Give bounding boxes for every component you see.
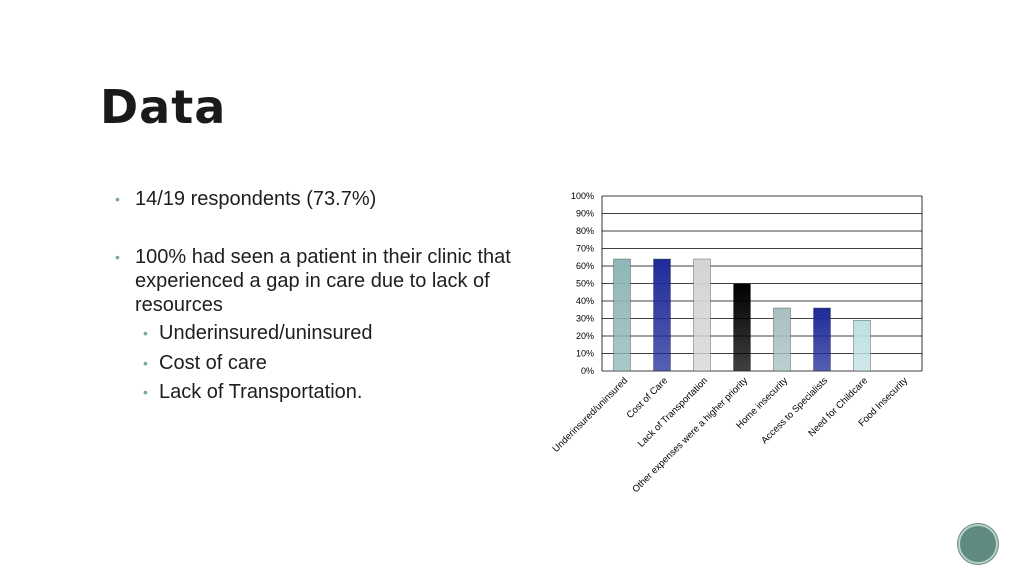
page-number-badge: [958, 524, 998, 564]
bullet-text: 14/19 respondents (73.7%): [135, 188, 377, 210]
y-tick-label: 50%: [576, 279, 594, 289]
y-tick-label: 100%: [571, 191, 594, 201]
bar: [653, 258, 671, 372]
bar: [813, 307, 831, 372]
y-tick-label: 0%: [581, 366, 594, 376]
x-tick-label: Underinsured/uninsured: [551, 375, 630, 454]
bar: [853, 320, 871, 372]
bullet-list: • 14/19 respondents (73.7%) • 100% had s…: [115, 187, 515, 408]
y-tick-label: 70%: [576, 244, 594, 254]
slide-title: Data: [100, 80, 227, 134]
y-tick-label: 90%: [576, 209, 594, 219]
y-tick-label: 10%: [576, 349, 594, 359]
bullet-respondents: • 14/19 respondents (73.7%): [115, 187, 515, 211]
x-tick-label: Lack of Transportation: [636, 375, 710, 449]
y-tick-label: 80%: [576, 226, 594, 236]
bar: [773, 307, 791, 372]
y-tick-label: 30%: [576, 314, 594, 324]
bullet-dot-icon: •: [143, 325, 148, 341]
bar: [613, 258, 631, 372]
bullet-dot-icon: •: [143, 354, 148, 371]
y-tick-label: 60%: [576, 261, 594, 271]
x-tick-label: Access to Specialists: [759, 375, 830, 446]
bar: [733, 283, 751, 372]
bullet-dot-icon: •: [143, 384, 148, 400]
bullet-dot-icon: •: [115, 191, 120, 207]
sub-bullet-text: Cost of care: [159, 351, 267, 374]
sub-bullet-1: • Underinsured/uninsured: [115, 319, 515, 349]
bullet-text: 100% had seen a patient in their clinic …: [135, 246, 511, 316]
bar-chart: 0% 10% 20% 30% 40% 50% 60% 70% 80% 90% 100% Underin…: [551, 191, 923, 495]
y-tick-label: 20%: [576, 331, 594, 341]
y-tick-label: 40%: [576, 296, 594, 306]
bullet-dot-icon: •: [115, 249, 120, 265]
sub-bullet-text: Lack of Transportation.: [159, 381, 363, 403]
bullet-gap-in-care: • 100% had seen a patient in their clini…: [115, 245, 515, 317]
sub-bullet-3: • Lack of Transportation.: [115, 378, 515, 408]
sub-bullet-text: Underinsured/uninsured: [159, 322, 373, 344]
bar: [693, 258, 711, 372]
sub-bullet-2: • Cost of care: [115, 349, 515, 379]
